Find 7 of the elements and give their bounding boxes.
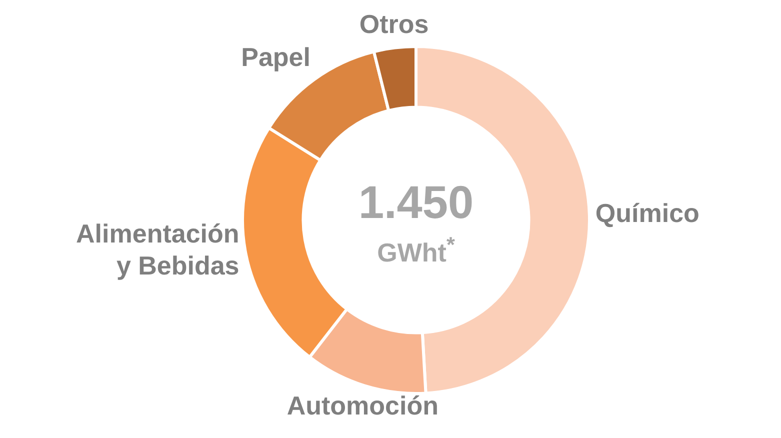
- text: 1.450: [357, 175, 475, 229]
- slice-label: Otros: [359, 9, 429, 40]
- slice-label: Papel: [241, 42, 310, 72]
- slice-label: Químico: [595, 198, 700, 228]
- text: GWht$^{*}$: [376, 231, 456, 269]
- slice-label: Automoción: [286, 390, 439, 421]
- slice-label: Alimentación y Bebidas: [76, 218, 240, 281]
